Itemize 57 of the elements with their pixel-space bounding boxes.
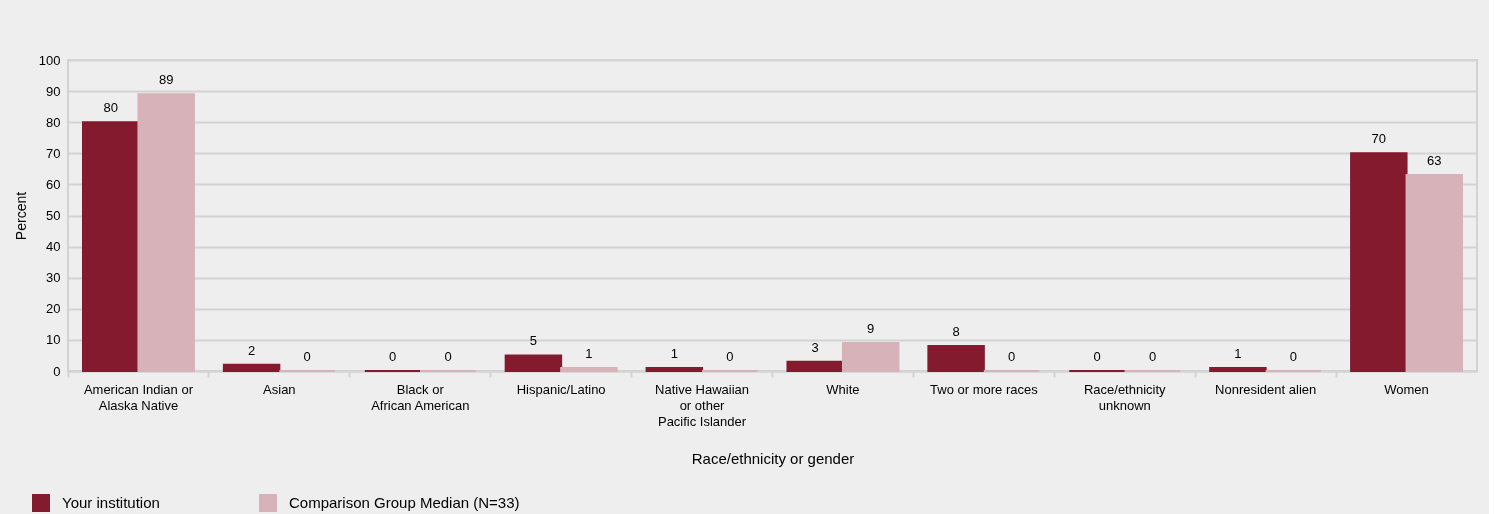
bar: [927, 345, 985, 372]
y-tick-label: 80: [46, 114, 61, 130]
x-axis-title: Race/ethnicity or gender: [691, 449, 855, 467]
data-label: 9: [867, 321, 875, 337]
y-axis-title: Percent: [12, 191, 29, 241]
legend-label: Comparison Group Median (N=33): [289, 494, 520, 511]
bar: [786, 360, 844, 372]
x-tick-label: Race/ethnicity unknown: [1083, 381, 1167, 413]
legend-label: Your institution: [62, 494, 160, 511]
x-tick-label: Black or African American: [371, 381, 470, 413]
x-tick-label: Hispanic/Latino: [516, 381, 606, 397]
y-tick-label: 100: [38, 52, 61, 68]
data-label: 0: [1289, 349, 1297, 364]
bar: [841, 342, 900, 372]
bar: [1350, 152, 1408, 372]
data-label: 80: [103, 100, 118, 116]
y-tick-label: 70: [46, 145, 61, 161]
data-label: 0: [303, 349, 311, 364]
y-tick-label: 50: [46, 208, 61, 223]
y-tick-label: 90: [46, 83, 61, 99]
bar: [504, 354, 563, 372]
x-tick-label: Nonresident alien: [1215, 381, 1317, 397]
data-label: 0: [1007, 349, 1016, 364]
y-tick-label: 30: [46, 270, 61, 286]
data-label: 5: [529, 333, 538, 349]
data-label: 8: [952, 324, 960, 340]
x-tick-label: American Indian or Alaska Native: [83, 381, 194, 413]
data-label: 0: [726, 349, 734, 364]
data-label: 2: [248, 342, 256, 358]
data-label: 63: [1427, 153, 1442, 169]
y-tick-label: 0: [53, 363, 61, 379]
data-label: 1: [1234, 345, 1242, 361]
bar: [645, 366, 704, 372]
bar: [1209, 366, 1267, 372]
y-tick-label: 10: [46, 332, 61, 348]
x-tick-label: Asian: [263, 381, 296, 397]
y-tick-label: 20: [46, 301, 61, 317]
data-label: 70: [1371, 131, 1387, 147]
data-label: 1: [670, 345, 678, 361]
data-label: 3: [811, 339, 819, 355]
x-tick-label: Two or more races: [930, 381, 1039, 397]
x-tick-label: Native Hawaiian or other Pacific Islander: [655, 381, 750, 429]
data-label: 1: [585, 345, 593, 361]
bar: [137, 93, 195, 372]
data-label: 0: [444, 349, 452, 364]
x-tick-label: Women: [1384, 381, 1429, 397]
bar: [222, 363, 281, 372]
data-label: 89: [158, 72, 174, 88]
data-label: 0: [1148, 349, 1157, 364]
x-tick-label: White: [826, 381, 860, 397]
bar: [81, 121, 140, 372]
y-tick-label: 40: [46, 239, 61, 255]
bar: [560, 366, 618, 372]
bar: [1405, 174, 1464, 372]
data-label: 0: [388, 349, 397, 364]
y-tick-label: 60: [46, 176, 61, 192]
data-label: 0: [1093, 349, 1101, 364]
